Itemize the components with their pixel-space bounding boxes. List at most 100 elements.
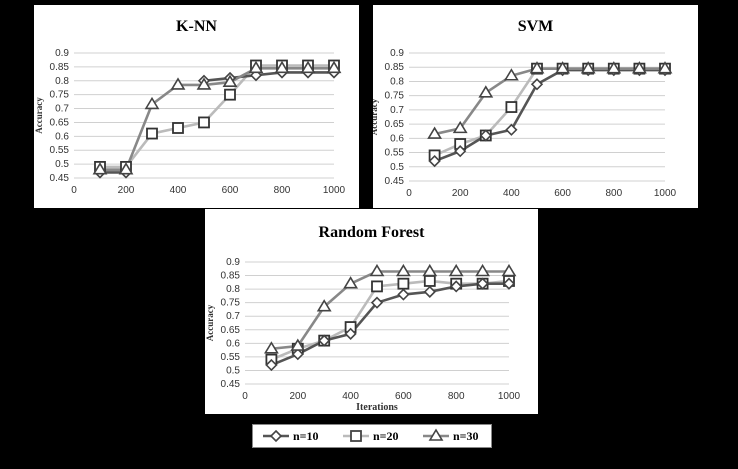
svm-point-n20 bbox=[505, 101, 518, 113]
svm-y-tick-label: 0.6 bbox=[390, 133, 404, 144]
rf-x-tick-label: 400 bbox=[342, 391, 359, 402]
knn-y-tick-label: 0.5 bbox=[55, 159, 69, 170]
rf-point-n10 bbox=[423, 285, 436, 298]
legend-marker-n10 bbox=[269, 429, 283, 443]
rf-x-tick-label: 600 bbox=[395, 391, 412, 402]
svm-x-tick-label: 200 bbox=[452, 188, 469, 199]
svm-point-n30 bbox=[503, 68, 519, 81]
knn-point-n30 bbox=[118, 162, 134, 175]
knn-y-tick-label: 0.55 bbox=[50, 145, 70, 156]
knn-y-tick-label: 0.85 bbox=[50, 62, 70, 73]
svm-point-n30 bbox=[631, 61, 647, 74]
knn-x-tick-label: 0 bbox=[71, 185, 77, 196]
rf-y-tick-label: 0.6 bbox=[226, 338, 240, 349]
rf-x-axis-label: Iterations bbox=[356, 402, 398, 413]
rf-point-n10 bbox=[344, 327, 357, 340]
knn-y-tick-label: 0.9 bbox=[55, 48, 69, 59]
rf-point-n20 bbox=[397, 277, 410, 290]
svm-x-tick-label: 400 bbox=[503, 188, 520, 199]
knn-chart-title: K-NN bbox=[176, 18, 217, 35]
svm-y-tick-label: 0.85 bbox=[385, 62, 405, 73]
rf-point-n30 bbox=[290, 338, 306, 351]
knn-point-n30 bbox=[144, 96, 160, 110]
knn-x-tick-label: 200 bbox=[118, 185, 135, 196]
svm-point-n30 bbox=[452, 120, 468, 134]
rf-point-n30 bbox=[343, 276, 359, 289]
knn-chart: K-NN 0.45 0.5 0.55 0.6 0.65 0.7 0.75 0.8 0.85 0.9 0… bbox=[34, 18, 346, 196]
knn-y-tick-label: 0.8 bbox=[55, 76, 69, 87]
knn-point-n30 bbox=[248, 60, 264, 74]
knn-point-n20 bbox=[198, 116, 210, 129]
svm-y-tick-label: 0.65 bbox=[385, 119, 405, 130]
svm-x-tick-label: 600 bbox=[554, 188, 571, 199]
svm-x-tick-label: 800 bbox=[605, 188, 622, 199]
knn-point-n30 bbox=[92, 162, 108, 175]
knn-y-tick-label: 0.45 bbox=[50, 173, 70, 184]
rf-series-line-n30 bbox=[271, 270, 509, 351]
rf-point-n10 bbox=[502, 277, 516, 290]
legend-label: n=20 bbox=[373, 429, 399, 443]
rf-point-n30 bbox=[369, 263, 385, 277]
rf-y-tick-label: 0.9 bbox=[226, 257, 240, 268]
knn-y-axis-label: Accuracy bbox=[34, 97, 44, 134]
knn-point-n20 bbox=[172, 122, 184, 134]
svm-y-tick-label: 0.5 bbox=[390, 162, 404, 173]
rf-point-n10 bbox=[265, 358, 278, 372]
knn-x-tick-label: 800 bbox=[274, 185, 291, 196]
rf-y-tick-label: 0.7 bbox=[226, 311, 240, 322]
rf-point-n10 bbox=[450, 280, 463, 293]
svm-y-tick-label: 0.75 bbox=[385, 91, 405, 102]
svm-series-line-n30 bbox=[434, 67, 665, 136]
legend-label: n=10 bbox=[293, 429, 319, 443]
knn-point-n30 bbox=[274, 60, 290, 74]
svm-point-n10 bbox=[479, 129, 492, 142]
rf-point-n30 bbox=[501, 263, 517, 277]
svm-chart-panel: SVM 0.45 0.5 0.55 0.6 0.65 0.7 0.75 0.8 0.85 0.9 0 2… bbox=[373, 5, 698, 208]
rf-y-tick-label: 0.45 bbox=[221, 379, 241, 390]
rf-y-tick-label: 0.5 bbox=[226, 365, 240, 376]
svm-y-tick-label: 0.7 bbox=[390, 105, 404, 116]
knn-series-line-n30 bbox=[100, 66, 334, 171]
rf-x-tick-label: 0 bbox=[242, 391, 248, 402]
svm-point-n10 bbox=[454, 145, 467, 158]
rf-point-n30 bbox=[395, 263, 411, 277]
rf-point-n30 bbox=[475, 263, 491, 277]
knn-point-n30 bbox=[196, 77, 212, 90]
svm-chart: SVM 0.45 0.5 0.55 0.6 0.65 0.7 0.75 0.8 0.85 0.9 0 2… bbox=[373, 18, 677, 199]
rf-y-tick-label: 0.85 bbox=[221, 271, 241, 282]
rf-point-n10 bbox=[370, 296, 384, 309]
rf-point-n30 bbox=[422, 263, 438, 277]
rf-y-tick-label: 0.65 bbox=[221, 325, 241, 336]
knn-x-tick-label: 1000 bbox=[323, 185, 346, 196]
svm-y-tick-label: 0.55 bbox=[385, 148, 405, 159]
knn-y-tick-label: 0.75 bbox=[50, 90, 70, 101]
knn-chart-panel: K-NN 0.45 0.5 0.55 0.6 0.65 0.7 0.75 0.8 0.85 0.9 0… bbox=[34, 5, 359, 208]
svm-point-n30 bbox=[657, 61, 673, 74]
rf-y-axis-label: Accuracy bbox=[205, 304, 215, 341]
svm-chart-title: SVM bbox=[518, 18, 554, 35]
rf-chart-panel: Random Forest 0.45 0.5 0.55 0.6 0.65 0.7 0.75 0.… bbox=[205, 209, 538, 414]
svm-point-n10 bbox=[530, 78, 544, 91]
rf-point-n10 bbox=[318, 334, 331, 347]
knn-x-tick-label: 600 bbox=[222, 185, 239, 196]
svm-y-tick-label: 0.45 bbox=[385, 176, 405, 187]
rf-y-tick-label: 0.75 bbox=[221, 298, 241, 309]
knn-point-n20 bbox=[224, 88, 236, 101]
svm-y-axis-label: Accuracy bbox=[373, 98, 379, 135]
knn-y-tick-label: 0.7 bbox=[55, 104, 69, 115]
svm-point-n10 bbox=[428, 154, 441, 168]
rf-point-n10 bbox=[397, 288, 410, 301]
knn-y-tick-label: 0.65 bbox=[50, 117, 70, 128]
rf-point-n30 bbox=[316, 299, 332, 312]
rf-x-tick-label: 1000 bbox=[498, 391, 521, 402]
knn-point-n20 bbox=[146, 127, 158, 140]
legend: n=10 n=20 n=30 bbox=[252, 424, 492, 448]
rf-point-n30 bbox=[263, 341, 279, 354]
legend-marker-n30 bbox=[428, 428, 444, 441]
rf-series-line-n20 bbox=[270, 279, 510, 361]
legend-label: n=30 bbox=[453, 429, 479, 443]
rf-chart-title: Random Forest bbox=[319, 224, 426, 241]
knn-x-tick-label: 400 bbox=[170, 185, 187, 196]
knn-point-n30 bbox=[170, 77, 186, 90]
svm-point-n30 bbox=[478, 85, 494, 98]
